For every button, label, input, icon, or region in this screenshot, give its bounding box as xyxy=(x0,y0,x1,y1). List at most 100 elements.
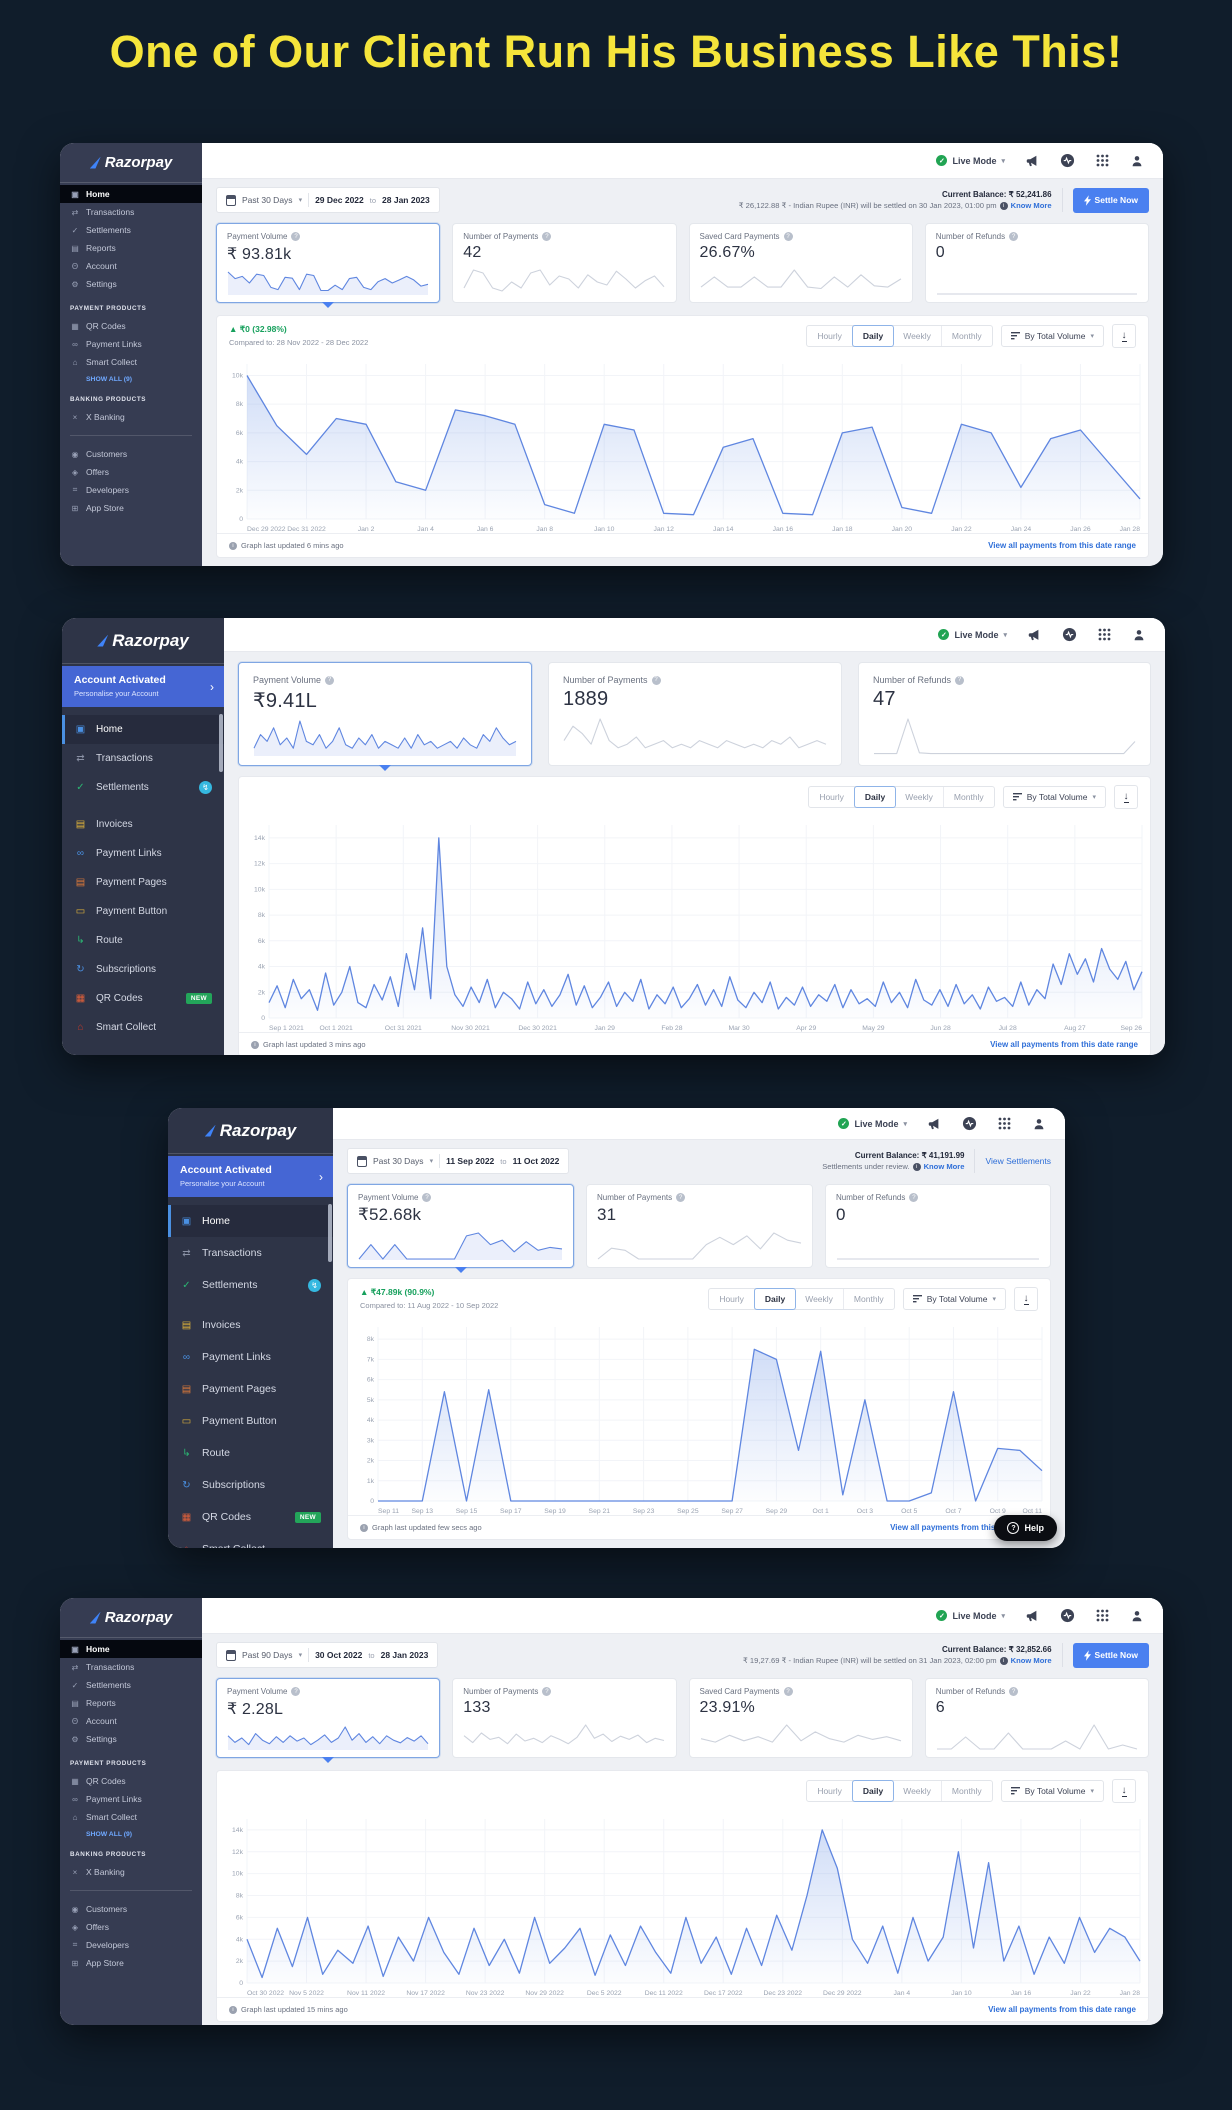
sidebar-item[interactable]: ⇄ Transactions xyxy=(62,744,224,773)
sidebar-item[interactable]: ⇄ Transactions xyxy=(60,1658,202,1676)
date-range-picker[interactable]: Past 30 Days ▾ 29 Dec 2022 to 28 Jan 2023 xyxy=(216,187,440,213)
sidebar-item[interactable]: ∞ Payment Links xyxy=(60,1790,202,1808)
profile-icon[interactable] xyxy=(1129,153,1145,169)
stat-card[interactable]: Number of Refunds? 47 xyxy=(858,662,1151,766)
sidebar-item[interactable]: × X Banking xyxy=(60,408,202,426)
sidebar-item[interactable]: ▤ Reports xyxy=(60,239,202,257)
sidebar-item[interactable]: ⌂ Smart Collect xyxy=(62,1013,224,1042)
apps-grid-icon[interactable] xyxy=(996,1116,1012,1132)
settle-now-button[interactable]: Settle Now xyxy=(1072,187,1149,213)
granularity-tab[interactable]: Monthly xyxy=(951,331,982,341)
download-button[interactable]: ↓ xyxy=(1014,1287,1038,1311)
sidebar-item[interactable]: ↳ Route xyxy=(62,926,224,955)
date-range-picker[interactable]: Past 30 Days ▾ 11 Sep 2022 to 11 Oct 2022 xyxy=(347,1148,570,1174)
system-status-icon[interactable] xyxy=(961,1116,977,1132)
know-more-link[interactable]: Know More xyxy=(923,1162,965,1171)
sidebar-item[interactable]: ↻ Subscriptions xyxy=(62,955,224,984)
view-settlements-link[interactable]: View Settlements xyxy=(985,1156,1051,1166)
sidebar-item[interactable]: ◈ Offers xyxy=(60,1918,202,1936)
settle-now-button[interactable]: Settle Now xyxy=(1072,1642,1149,1668)
sidebar-item[interactable]: Θ Account xyxy=(60,257,202,275)
apps-grid-icon[interactable] xyxy=(1094,153,1110,169)
scrollbar[interactable] xyxy=(328,1204,332,1262)
sidebar-item[interactable]: ⊞ App Store xyxy=(60,499,202,517)
granularity-tab[interactable]: Daily xyxy=(753,1288,797,1310)
announcements-icon[interactable] xyxy=(926,1116,942,1132)
granularity-tab[interactable]: Daily xyxy=(851,1780,895,1802)
sidebar-item[interactable]: ▣ Home xyxy=(60,185,202,203)
sort-dropdown[interactable]: By Total Volume ▾ xyxy=(1000,1780,1104,1802)
sidebar-item[interactable]: ⇄ Transactions xyxy=(168,1237,333,1269)
apps-grid-icon[interactable] xyxy=(1094,1608,1110,1624)
granularity-tab[interactable]: Hourly xyxy=(809,787,855,807)
sidebar-item[interactable]: ▭ Payment Button xyxy=(62,897,224,926)
sidebar-item[interactable]: × X Banking xyxy=(60,1863,202,1881)
announcements-icon[interactable] xyxy=(1024,153,1040,169)
granularity-tab[interactable]: Daily xyxy=(851,325,895,347)
sidebar-item[interactable]: ◉ Customers xyxy=(60,1900,202,1918)
sidebar-item[interactable]: ⌗ Developers xyxy=(60,481,202,499)
sidebar-item[interactable]: ▦ QR Codes NEW xyxy=(62,984,224,1013)
sidebar-item[interactable]: ⚙ Settings xyxy=(60,1730,202,1748)
sidebar-item[interactable]: ⌗ Developers xyxy=(60,1936,202,1954)
sidebar-item[interactable]: ✓ Settlements ↯ xyxy=(168,1269,333,1301)
sidebar-item[interactable]: ▤ Invoices xyxy=(62,810,224,839)
download-button[interactable]: ↓ xyxy=(1112,1779,1136,1803)
granularity-tab[interactable]: Hourly xyxy=(807,326,853,346)
granularity-tab[interactable]: Weekly xyxy=(893,1781,942,1801)
sidebar-item[interactable]: ◉ Customers xyxy=(60,445,202,463)
show-all-link[interactable]: SHOW ALL (9) xyxy=(86,376,133,383)
stat-card[interactable]: Number of Refunds? 0 xyxy=(825,1184,1051,1268)
download-button[interactable]: ↓ xyxy=(1112,324,1136,348)
account-activated-banner[interactable]: Account Activated Personalise your Accou… xyxy=(62,666,224,707)
system-status-icon[interactable] xyxy=(1059,153,1075,169)
sidebar-item[interactable]: ▣ Home xyxy=(168,1205,333,1237)
sort-dropdown[interactable]: By Total Volume ▾ xyxy=(1000,325,1104,347)
stat-card[interactable]: Number of Payments? 1889 xyxy=(548,662,842,766)
account-activated-banner[interactable]: Account Activated Personalise your Accou… xyxy=(168,1156,333,1197)
granularity-tab[interactable]: Weekly xyxy=(893,326,942,346)
sidebar-item[interactable]: ∞ Payment Links xyxy=(168,1341,333,1373)
view-all-payments-link[interactable]: View all payments from this date range xyxy=(890,1523,1038,1532)
announcements-icon[interactable] xyxy=(1024,1608,1040,1624)
granularity-tab[interactable]: Weekly xyxy=(895,787,944,807)
live-mode-toggle[interactable]: ✓ Live Mode ▾ xyxy=(838,1118,907,1129)
stat-card[interactable]: Number of Refunds? 0 xyxy=(924,223,1149,303)
granularity-tab[interactable]: Weekly xyxy=(795,1289,844,1309)
view-all-payments-link[interactable]: View all payments from this date range xyxy=(988,2005,1136,2014)
sidebar-item[interactable]: Θ Account xyxy=(60,1712,202,1730)
stat-card[interactable]: Payment Volume? ₹ 2.28L xyxy=(216,1678,441,1758)
sidebar-item[interactable]: ▤ Payment Pages xyxy=(168,1373,333,1405)
sidebar-item[interactable]: ⇄ Transactions xyxy=(60,203,202,221)
sort-dropdown[interactable]: By Total Volume ▾ xyxy=(1002,786,1106,808)
sidebar-item[interactable]: ◈ Offers xyxy=(60,463,202,481)
stat-card[interactable]: Number of Refunds? 6 xyxy=(924,1678,1149,1758)
live-mode-toggle[interactable]: ✓ Live Mode ▾ xyxy=(936,155,1005,166)
stat-card[interactable]: Payment Volume? ₹52.68k xyxy=(347,1184,574,1268)
apps-grid-icon[interactable] xyxy=(1096,627,1112,643)
sidebar-item[interactable]: ▣ Home xyxy=(62,715,224,744)
system-status-icon[interactable] xyxy=(1061,627,1077,643)
view-all-payments-link[interactable]: View all payments from this date range xyxy=(988,541,1136,550)
sidebar-item[interactable]: ∞ Payment Links xyxy=(60,335,202,353)
stat-card[interactable]: Number of Payments? 133 xyxy=(452,1678,677,1758)
show-all-link[interactable]: SHOW ALL (9) xyxy=(86,1831,133,1838)
sort-dropdown[interactable]: By Total Volume ▾ xyxy=(902,1288,1006,1310)
stat-card[interactable]: Payment Volume? ₹ 93.81k xyxy=(216,223,441,303)
profile-icon[interactable] xyxy=(1031,1116,1047,1132)
live-mode-toggle[interactable]: ✓ Live Mode ▾ xyxy=(938,629,1007,640)
sidebar-item[interactable]: ▦ QR Codes xyxy=(60,317,202,335)
sidebar-item[interactable]: ↻ Subscriptions xyxy=(168,1469,333,1501)
know-more-link[interactable]: Know More xyxy=(1010,1656,1052,1665)
sidebar-item[interactable]: ▤ Payment Pages xyxy=(62,868,224,897)
sidebar-item[interactable]: ▤ Invoices xyxy=(168,1309,333,1341)
know-more-link[interactable]: Know More xyxy=(1010,201,1052,210)
granularity-tab[interactable]: Monthly xyxy=(853,1294,884,1304)
sidebar-item[interactable]: ▣ Home xyxy=(60,1640,202,1658)
sidebar-item[interactable]: ⊞ App Store xyxy=(60,1954,202,1972)
sidebar-item[interactable]: ▦ QR Codes NEW xyxy=(168,1501,333,1533)
sidebar-item[interactable]: ✓ Settlements xyxy=(60,1676,202,1694)
sidebar-item[interactable]: ▤ Reports xyxy=(60,1694,202,1712)
announcements-icon[interactable] xyxy=(1026,627,1042,643)
granularity-tab[interactable]: Monthly xyxy=(953,792,984,802)
